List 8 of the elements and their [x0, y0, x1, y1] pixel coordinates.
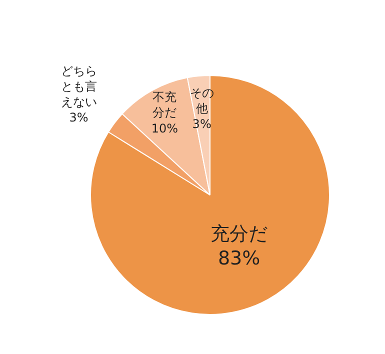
data-label: 83% [218, 248, 260, 270]
slice-label: 不充分だ [152, 90, 177, 120]
data-label: 3% [192, 117, 212, 132]
slice-label: その他 [190, 86, 214, 116]
data-label: 3% [69, 110, 88, 125]
slice-label: 充分だ [210, 222, 268, 245]
slice-label: どちらとも言えない [60, 64, 97, 110]
data-label: 10% [151, 121, 178, 136]
